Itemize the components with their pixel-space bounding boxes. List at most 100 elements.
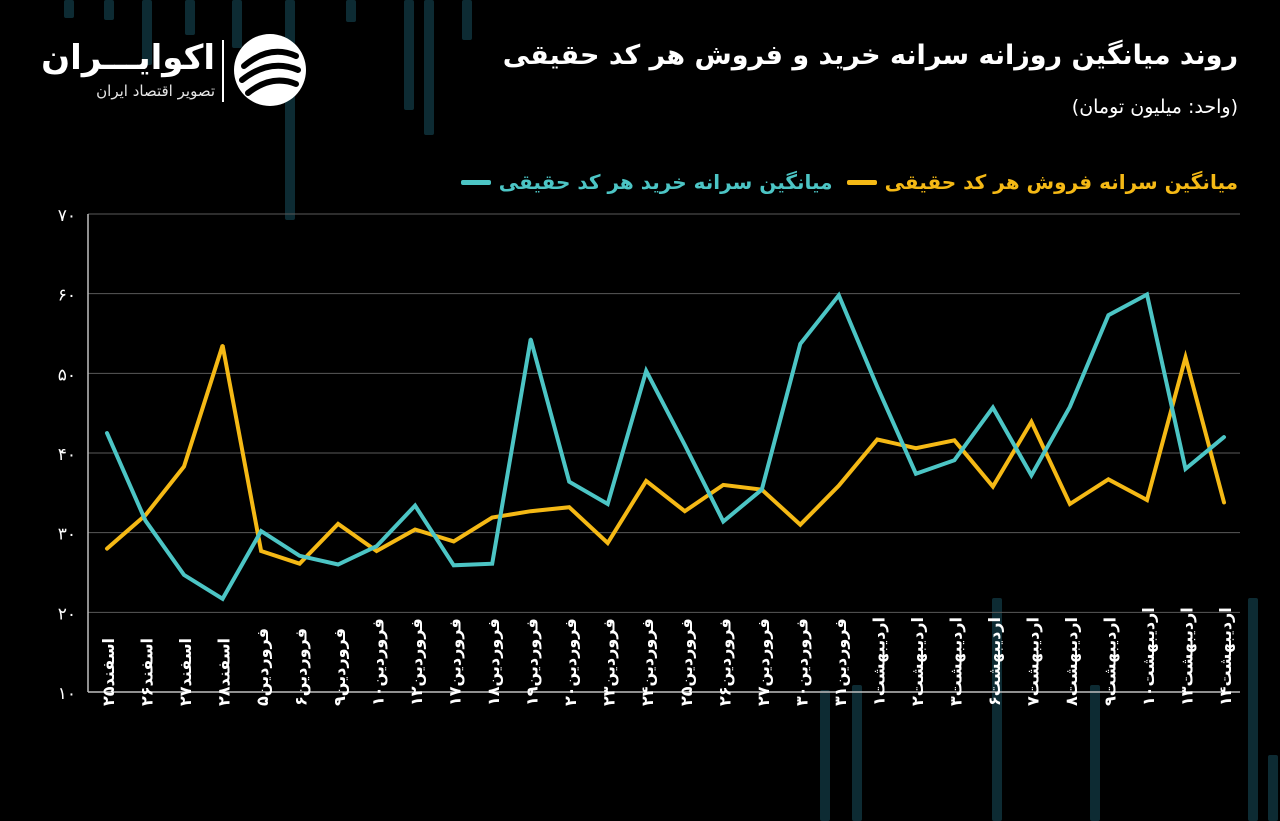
x-tick-label: اردیبهشت۱۴: [1216, 607, 1235, 706]
x-tick-label: فروردین۲۶: [715, 618, 734, 706]
data-point-sell: [529, 509, 533, 513]
background-bar: [820, 690, 830, 821]
y-tick-label: ۶۰: [58, 286, 76, 306]
x-tick-label: فروردین۳۱: [831, 618, 850, 706]
data-point-sell: [336, 522, 340, 526]
y-tick-label: ۷۰: [58, 206, 76, 226]
logo: اکوایـــران تصویر اقتصاد ایران: [41, 30, 310, 110]
data-point-buy: [952, 458, 956, 462]
y-tick-label: ۴۰: [58, 445, 76, 465]
data-point-sell: [606, 541, 610, 545]
x-tick-label: اردیبهشت۷: [1023, 617, 1042, 706]
data-point-sell: [1183, 355, 1187, 359]
x-tick-label: اردیبهشت۱: [869, 617, 888, 706]
data-point-sell: [1106, 477, 1110, 481]
logo-tagline: تصویر اقتصاد ایران: [96, 82, 215, 100]
data-point-sell: [914, 446, 918, 450]
data-point-buy: [721, 520, 725, 524]
legend-swatch-sell: [846, 179, 877, 185]
data-point-sell: [259, 549, 263, 553]
data-point-buy: [914, 472, 918, 476]
x-tick-label: اردیبهشت۳: [946, 617, 965, 706]
x-tick-label: فروردین۲۷: [754, 618, 773, 706]
data-point-buy: [336, 563, 340, 567]
x-tick-label: اردیبهشت۶: [985, 617, 1004, 706]
x-tick-label: فروردین۱۰: [369, 618, 388, 706]
chart-unit: (واحد: میلیون تومان): [1071, 96, 1238, 118]
x-tick-label: اردیبهشت۱۳: [1177, 607, 1196, 706]
data-point-buy: [413, 504, 417, 508]
data-point-sell: [105, 547, 109, 551]
data-point-sell: [490, 516, 494, 520]
data-point-sell: [1029, 420, 1033, 424]
data-point-sell: [683, 509, 687, 513]
x-tick-label: اردیبهشت۹: [1100, 617, 1119, 706]
x-tick-label: فروردین۵: [253, 628, 272, 706]
data-point-sell: [298, 562, 302, 566]
data-point-sell: [798, 523, 802, 527]
data-point-sell: [644, 479, 648, 483]
data-point-sell: [413, 527, 417, 531]
background-bar: [142, 0, 152, 65]
data-point-sell: [1222, 500, 1226, 504]
data-point-buy: [529, 337, 533, 341]
background-bar: [462, 0, 472, 40]
background-bar: [852, 685, 862, 821]
data-point-buy: [606, 502, 610, 506]
data-point-buy: [1222, 435, 1226, 439]
data-point-buy: [644, 369, 648, 373]
legend-swatch-buy: [460, 179, 491, 185]
background-bar: [1248, 598, 1258, 821]
background-bar: [64, 0, 74, 18]
background-bar: [185, 0, 195, 35]
x-tick-label: اردیبهشت۱۰: [1139, 607, 1158, 706]
background-bar: [1268, 755, 1278, 821]
data-point-buy: [1106, 313, 1110, 317]
x-tick-label: فروردین۲۳: [600, 618, 619, 706]
data-point-buy: [221, 597, 225, 601]
data-point-sell: [952, 438, 956, 442]
legend-label-sell: میانگین سرانه فروش هر کد حقیقی: [884, 170, 1238, 194]
x-tick-label: اسفند۲۶: [138, 638, 157, 706]
data-point-buy: [298, 554, 302, 558]
data-point-sell: [567, 505, 571, 509]
data-point-sell: [1145, 498, 1149, 502]
logo-divider: [222, 40, 224, 102]
x-tick-label: فروردین۱۲: [407, 618, 426, 706]
background-bar: [232, 0, 242, 48]
x-tick-label: فروردین۳۰: [792, 618, 811, 706]
x-tick-label: فروردین۶: [292, 628, 311, 706]
data-point-buy: [452, 563, 456, 567]
data-point-sell: [721, 483, 725, 487]
data-point-buy: [490, 562, 494, 566]
background-bar: [346, 0, 356, 22]
series-line-buy: [105, 291, 1226, 602]
data-point-buy: [760, 488, 764, 492]
data-point-buy: [182, 573, 186, 577]
data-point-buy: [144, 519, 148, 523]
data-point-buy: [991, 406, 995, 410]
data-point-buy: [259, 529, 263, 533]
x-tick-label: فروردین۲۵: [677, 618, 696, 706]
x-tick-label: اردیبهشت۲: [908, 617, 927, 706]
background-bar: [104, 0, 114, 20]
data-point-buy: [375, 544, 379, 548]
x-tick-label: اسفند۲۸: [215, 638, 234, 706]
legend: میانگین سرانه خرید هر کد حقیقی میانگین س…: [460, 166, 1238, 198]
data-point-buy: [1068, 405, 1072, 409]
ekoiran-logo-icon: [234, 34, 306, 106]
data-point-sell: [375, 549, 379, 553]
data-point-sell: [991, 484, 995, 488]
logo-name: اکوایـــران: [41, 38, 215, 78]
data-point-buy: [1029, 473, 1033, 477]
data-point-buy: [798, 342, 802, 346]
x-tick-label: فروردین۱۷: [446, 618, 465, 706]
y-tick-label: ۲۰: [58, 604, 76, 624]
background-bar: [424, 0, 434, 135]
background-bar: [1090, 685, 1100, 821]
x-tick-label: فروردین۲۰: [561, 618, 580, 706]
data-point-buy: [1145, 292, 1149, 296]
data-point-buy: [837, 293, 841, 297]
y-tick-label: ۵۰: [58, 365, 76, 385]
